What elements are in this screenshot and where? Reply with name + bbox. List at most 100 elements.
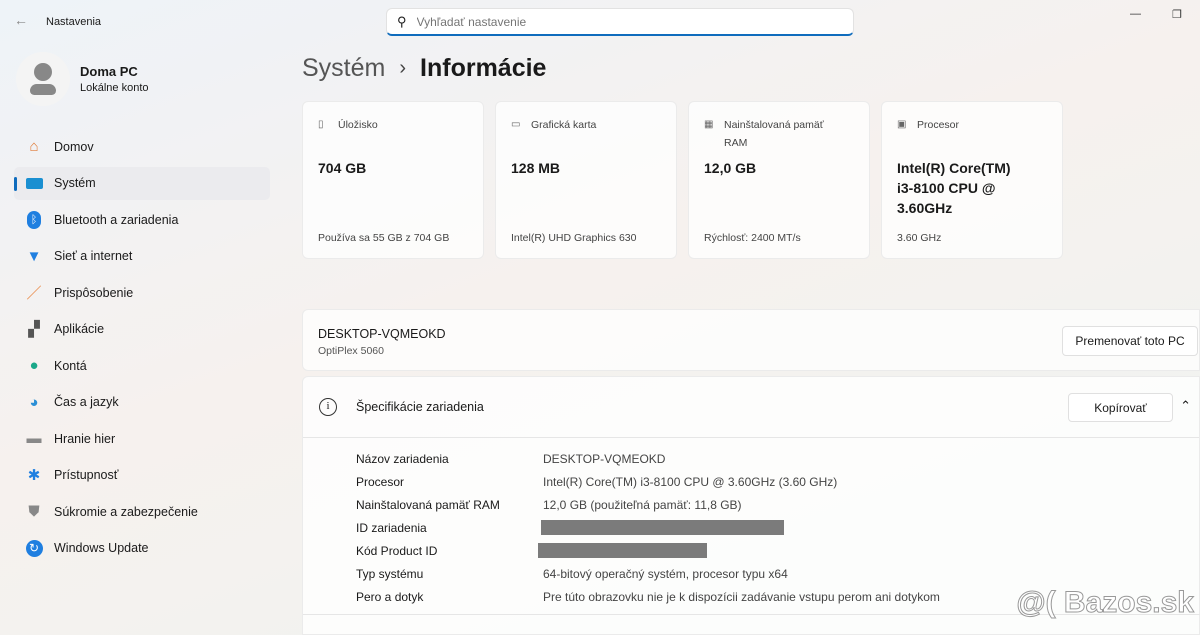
- card-sub: 3.60 GHz: [897, 232, 942, 244]
- wifi-icon: ▼: [26, 247, 42, 265]
- system-icon: [24, 174, 44, 192]
- minimize-icon[interactable]: —: [1130, 8, 1141, 20]
- card-sub: Rýchlosť: 2400 MT/s: [704, 232, 801, 244]
- card-label: Procesor: [917, 119, 960, 131]
- sidebar-item-label: Aplikácie: [54, 322, 105, 336]
- card-value: 704 GB: [318, 160, 367, 176]
- device-specs-panel: i Špecifikácie zariadenia Kopírovať ⌃ Ná…: [302, 376, 1200, 635]
- specs-header[interactable]: i Špecifikácie zariadenia Kopírovať ⌃: [303, 377, 1199, 438]
- sidebar-item-label: Bluetooth a zariadenia: [54, 212, 179, 227]
- search-input[interactable]: [416, 14, 817, 29]
- update-icon: ↻: [24, 539, 44, 557]
- avatar: [16, 52, 70, 106]
- divider: [303, 614, 1200, 615]
- sidebar-item-system[interactable]: Systém: [14, 166, 270, 200]
- gamepad-icon: ▬: [26, 430, 42, 447]
- sidebar-item-domov[interactable]: ⌂ Domov: [14, 130, 270, 163]
- cpu-icon: ▣: [897, 119, 907, 130]
- card-sub: Intel(R) UHD Graphics 630: [511, 232, 637, 244]
- sidebar-item-label: Kontá: [54, 358, 87, 373]
- maximize-icon[interactable]: ❐: [1172, 9, 1182, 21]
- home-icon: ⌂: [29, 138, 39, 155]
- sidebar-item-privacy[interactable]: ⛊ Súkromie a zabezpečenie: [14, 495, 270, 528]
- account-icon: ●: [29, 357, 39, 374]
- cpu-card: ▣ Procesor Intel(R) Core(TM) i3-8100 CPU …: [881, 101, 1063, 259]
- app-title: Nastavenia: [46, 16, 102, 28]
- sidebar-item-gaming[interactable]: ▬ Hranie hier: [14, 422, 270, 455]
- spec-row: Pero a dotyk Pre túto obrazovku nie je k …: [356, 585, 940, 608]
- specs-title: Špecifikácie zariadenia: [356, 400, 484, 414]
- chevron-right-icon: ›: [399, 57, 407, 79]
- spec-value: Intel(R) Core(TM) i3-8100 CPU @ 3.60GHz …: [543, 474, 838, 489]
- sidebar-item-label: Hranie hier: [54, 431, 116, 446]
- sidebar-item-label: Systém: [54, 176, 96, 190]
- accessibility-icon: ✱: [27, 467, 41, 484]
- card-sub: Používa sa 55 GB z 704 GB: [318, 232, 450, 244]
- spec-key: Typ systému: [356, 566, 424, 581]
- ram-card: ▦ Nainštalovaná pamäť RAM 12,0 GB Rýchlos…: [688, 101, 870, 259]
- card-label: Úložisko: [338, 119, 378, 131]
- sidebar-item-apps[interactable]: ▞ Aplikácie: [14, 313, 270, 346]
- spec-row: Typ systému 64-bitový operačný systém, pr…: [356, 562, 940, 585]
- spec-value: Pre túto obrazovku nie je k dispozícii z…: [543, 589, 940, 604]
- redacted-value: [538, 543, 707, 558]
- sidebar-item-label: Sieť a internet: [54, 249, 133, 263]
- gpu-card: ▭ Grafická karta 128 MB Intel(R) UHD Grap…: [495, 101, 677, 259]
- spec-row: Nainštalovaná pamäť RAM 12,0 GB (použiteľ…: [356, 493, 940, 516]
- sidebar-item-label: Windows Update: [54, 541, 149, 555]
- sidebar-item-bluetooth[interactable]: ᛒ Bluetooth a zariadenia: [14, 203, 270, 236]
- sidebar-item-label: Prístupnosť: [54, 468, 119, 482]
- sidebar-item-windows-update[interactable]: ↻ Windows Update: [14, 532, 270, 565]
- pc-model: OptiPlex 5060: [318, 345, 384, 357]
- breadcrumb-parent[interactable]: Systém: [302, 54, 386, 82]
- bluetooth-icon: ᛒ: [24, 210, 44, 229]
- storage-icon: ▯: [318, 119, 324, 130]
- sidebar-nav: ⌂ Domov Systém ᛒ Bluetooth a zariadenia ▼ S…: [14, 130, 270, 568]
- redacted-value: [541, 520, 784, 535]
- user-profile[interactable]: Doma PC Lokálne konto: [16, 52, 149, 106]
- sidebar-item-accessibility[interactable]: ✱ Prístupnosť: [14, 459, 270, 492]
- watermark: @( Bazos.sk: [1016, 586, 1195, 620]
- breadcrumb: Systém › Informácie: [302, 54, 546, 83]
- sidebar-item-label: Domov: [54, 139, 94, 154]
- page-title: Informácie: [420, 54, 547, 82]
- sidebar-item-personalization[interactable]: ／ Prispôsobenie: [14, 276, 270, 309]
- spec-key: Pero a dotyk: [356, 589, 424, 604]
- chevron-up-icon[interactable]: ⌃: [1180, 398, 1191, 413]
- spec-row: Kód Product ID: [356, 539, 940, 562]
- spec-value: 12,0 GB (použiteľná pamäť: 11,8 GB): [543, 497, 742, 512]
- copy-button[interactable]: Kopírovať: [1068, 393, 1173, 422]
- spec-key: Procesor: [356, 474, 405, 489]
- card-value: 12,0 GB: [704, 160, 757, 176]
- card-value: Intel(R) Core(TM) i3-8100 CPU @ 3.60GHz: [897, 160, 1011, 216]
- profile-account: Lokálne konto: [80, 82, 149, 94]
- sidebar-item-time-language[interactable]: ◕ Čas a jazyk: [14, 386, 270, 419]
- sidebar-item-network[interactable]: ▼ Sieť a internet: [14, 240, 270, 273]
- card-value: 128 MB: [511, 160, 561, 176]
- gpu-icon: ▭: [511, 119, 521, 130]
- back-arrow-icon[interactable]: ←: [14, 12, 28, 28]
- sidebar-item-accounts[interactable]: ● Kontá: [14, 349, 270, 382]
- storage-card: ▯ Úložisko 704 GB Používa sa 55 GB z 704 …: [302, 101, 484, 259]
- ram-icon: ▦: [704, 119, 714, 130]
- card-label: Nainštalovaná pamäť RAM: [724, 119, 824, 149]
- spec-row: Názov zariadenia DESKTOP-VQMEOKD: [356, 447, 940, 470]
- spec-key: Názov zariadenia: [356, 451, 449, 466]
- spec-row: Procesor Intel(R) Core(TM) i3-8100 CPU @ …: [356, 470, 940, 493]
- rename-pc-button[interactable]: Premenovať toto PC: [1062, 326, 1198, 356]
- spec-key: Kód Product ID: [356, 543, 438, 558]
- title-bar: ← Nastavenia ⚲ — ❐: [0, 0, 1200, 44]
- search-box[interactable]: ⚲: [386, 8, 854, 36]
- sidebar-item-label: Prispôsobenie: [54, 285, 134, 300]
- card-label: Grafická karta: [531, 119, 597, 131]
- spec-key: Nainštalovaná pamäť RAM: [356, 497, 500, 512]
- spec-row: ID zariadenia: [356, 516, 940, 539]
- pc-name-panel: DESKTOP-VQMEOKD OptiPlex 5060 Premenovať…: [302, 309, 1200, 371]
- pc-name: DESKTOP-VQMEOKD: [318, 327, 446, 341]
- apps-icon: ▞: [28, 321, 40, 338]
- info-icon: i: [319, 398, 337, 416]
- shield-icon: ⛊: [28, 503, 40, 520]
- sidebar-item-label: Súkromie a zabezpečenie: [54, 504, 198, 519]
- clock-globe-icon: ◕: [29, 393, 39, 411]
- spec-value: DESKTOP-VQMEOKD: [543, 451, 666, 466]
